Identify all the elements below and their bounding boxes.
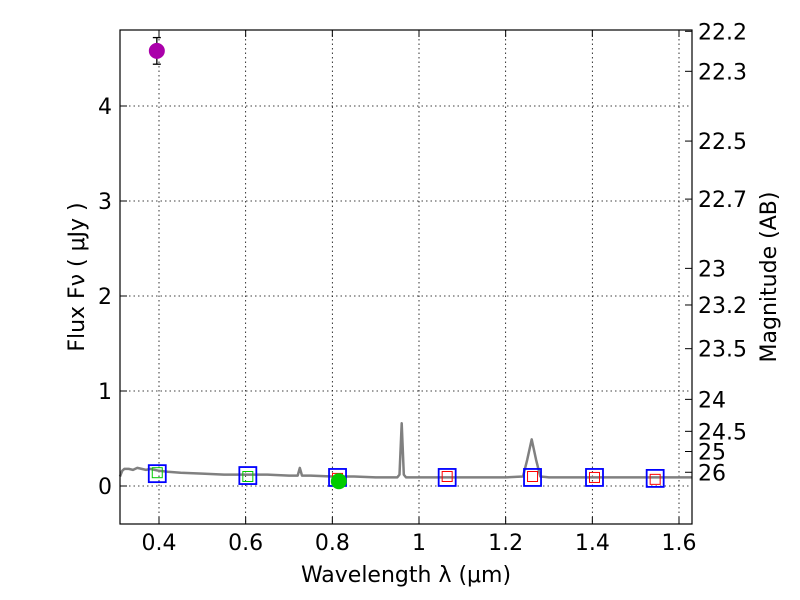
x-tick-label: 1.6: [662, 531, 697, 556]
y-tick-label: 0: [98, 475, 112, 500]
band-flux-square: [645, 468, 665, 488]
x-tick-label: 1: [412, 531, 426, 556]
right-tick-label: 24: [698, 388, 726, 413]
predicted-flux-square: [151, 467, 163, 479]
y-tick-label: 3: [98, 190, 112, 215]
y-tick-label: 4: [98, 95, 112, 120]
band-flux-square: [147, 464, 167, 484]
flux-point: [330, 473, 347, 490]
right-tick-label: 22.3: [698, 60, 747, 85]
predicted-flux-square: [242, 471, 254, 482]
plot-frame: [120, 30, 692, 524]
y-tick-label: 1: [98, 380, 112, 405]
right-tick-label: 23: [698, 257, 726, 282]
right-tick-label: 23.2: [698, 294, 747, 319]
x-tick-label: 1.2: [488, 531, 523, 556]
data-marks: [118, 36, 692, 490]
predicted-flux-square: [441, 471, 453, 482]
band-flux-square: [437, 468, 457, 487]
right-tick-label: 23.5: [698, 338, 747, 363]
right-tick-label: 22.2: [698, 20, 747, 45]
x-axis-title: Wavelength λ (μm): [301, 563, 511, 588]
band-flux-square: [238, 466, 258, 485]
right-tick-label: 22.7: [698, 188, 747, 213]
predicted-flux-square: [589, 471, 600, 483]
y-axis-left: 0 1 2 3 4: [98, 95, 127, 500]
y-axis-title: Flux Fν ( μJy ): [65, 202, 90, 351]
x-tick-label: 0.6: [228, 531, 263, 556]
right-tick-label: 25: [698, 441, 726, 466]
grid: [120, 30, 692, 524]
band-flux-square: [523, 468, 542, 487]
x-tick-label: 0.4: [142, 531, 177, 556]
plot-border: [119, 29, 693, 525]
flux-point: [148, 42, 165, 59]
x-axis: 0.4 0.6 0.8 1 1.2 1.4 1.6: [142, 30, 697, 556]
right-tick-label: 24.5: [698, 420, 747, 445]
y-tick-label: 2: [98, 285, 112, 310]
right-tick-label: 26: [698, 461, 726, 486]
x-tick-label: 0.8: [315, 531, 350, 556]
band-flux-square: [585, 468, 604, 487]
x-tick-label: 1.4: [575, 531, 610, 556]
right-tick-label: 22.5: [698, 130, 747, 155]
y-axis-right-title: Magnitude (AB): [757, 192, 782, 363]
predicted-flux-square: [649, 473, 661, 485]
predicted-flux-square: [527, 471, 539, 482]
